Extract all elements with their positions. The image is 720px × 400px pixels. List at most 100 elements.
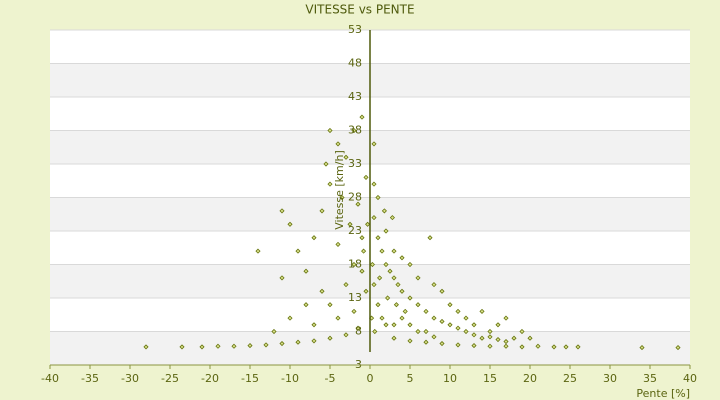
point xyxy=(675,345,681,351)
point xyxy=(311,235,317,241)
point xyxy=(263,342,269,348)
point xyxy=(365,221,371,227)
point xyxy=(402,308,408,314)
x-tick-label: 35 xyxy=(643,372,657,385)
point xyxy=(535,343,541,349)
point xyxy=(279,208,285,214)
point xyxy=(455,342,461,348)
point xyxy=(359,235,365,241)
point xyxy=(383,261,389,268)
point xyxy=(487,328,493,335)
point xyxy=(383,228,389,234)
point xyxy=(407,322,413,328)
y-tick-label: 23 xyxy=(348,224,362,237)
point xyxy=(371,141,377,147)
point xyxy=(311,322,317,328)
point xyxy=(447,322,453,328)
x-axis-title: Pente [%] xyxy=(636,387,690,400)
point xyxy=(351,308,357,314)
point xyxy=(231,343,237,349)
point xyxy=(487,334,493,340)
x-tick-label: 30 xyxy=(603,372,617,385)
point xyxy=(391,275,397,281)
point xyxy=(439,288,445,294)
point xyxy=(287,315,293,321)
point xyxy=(327,302,333,308)
point xyxy=(359,114,365,120)
point xyxy=(455,308,461,314)
point xyxy=(575,344,581,350)
point xyxy=(335,315,341,321)
point xyxy=(319,208,325,214)
point xyxy=(407,295,413,301)
point xyxy=(447,302,453,308)
y-tick-label: 28 xyxy=(348,191,362,204)
point xyxy=(343,332,349,338)
point xyxy=(199,344,205,350)
point xyxy=(471,322,477,328)
point xyxy=(311,338,317,344)
y-tick-label: 33 xyxy=(348,157,362,170)
y-tick-label: 13 xyxy=(348,291,362,304)
point xyxy=(215,343,221,349)
x-tick-label: -15 xyxy=(241,372,259,385)
point xyxy=(471,343,477,349)
x-tick-label: -5 xyxy=(325,372,336,385)
point xyxy=(179,344,185,350)
point xyxy=(327,181,333,187)
point xyxy=(495,336,501,343)
point xyxy=(347,221,353,227)
point xyxy=(372,328,378,335)
point xyxy=(393,302,399,308)
point xyxy=(351,261,357,268)
point xyxy=(143,344,149,350)
point xyxy=(387,268,393,274)
point xyxy=(463,315,469,321)
point xyxy=(327,127,333,134)
x-tick-label: 20 xyxy=(523,372,537,385)
point xyxy=(391,322,397,328)
point xyxy=(303,302,309,308)
point xyxy=(379,315,385,321)
point xyxy=(439,340,445,347)
point xyxy=(319,288,325,294)
point xyxy=(431,334,437,340)
point xyxy=(427,235,433,241)
point xyxy=(335,141,341,147)
x-tick-label: 40 xyxy=(683,372,697,385)
point xyxy=(431,282,437,288)
y-tick-label: 48 xyxy=(348,57,362,70)
point xyxy=(479,308,485,314)
point xyxy=(363,288,369,294)
point xyxy=(407,261,413,268)
point xyxy=(375,235,381,241)
point xyxy=(503,315,509,321)
y-tick-label: 53 xyxy=(348,23,362,36)
point xyxy=(503,338,509,345)
point xyxy=(359,268,365,274)
point xyxy=(247,343,253,349)
y-tick-label: 38 xyxy=(348,124,362,137)
point xyxy=(271,328,277,335)
point xyxy=(423,308,429,314)
point xyxy=(323,161,329,167)
point xyxy=(487,343,493,349)
point xyxy=(279,275,285,281)
point xyxy=(639,345,645,351)
point xyxy=(279,340,285,347)
point xyxy=(381,208,387,214)
point xyxy=(495,322,501,328)
chart-title: VITESSE vs PENTE xyxy=(305,3,414,17)
point xyxy=(371,282,377,288)
point xyxy=(423,328,429,335)
x-tick-label: -35 xyxy=(81,372,99,385)
point xyxy=(455,325,461,331)
point xyxy=(391,335,397,341)
x-tick-label: -25 xyxy=(161,372,179,385)
point xyxy=(295,248,301,254)
point xyxy=(335,241,341,247)
point xyxy=(343,282,349,288)
point xyxy=(407,338,413,344)
point xyxy=(355,325,361,331)
point xyxy=(371,181,377,187)
